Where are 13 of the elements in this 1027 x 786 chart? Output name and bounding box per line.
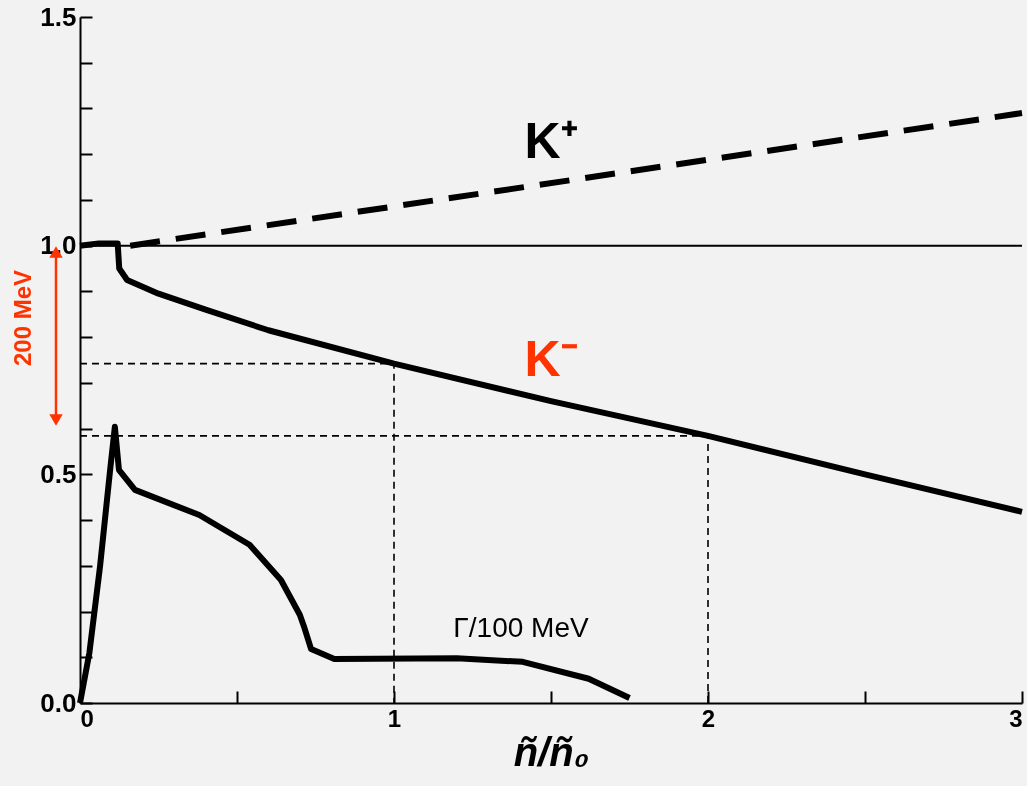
x-tick-label: 0 <box>80 704 94 732</box>
x-tick-label: 2 <box>701 704 716 732</box>
series-label: K⁻ <box>524 331 578 388</box>
y-tick-label: 1.5 <box>40 1 77 32</box>
x-tick-label: 3 <box>1009 704 1023 732</box>
y-tick-label: 0.5 <box>40 458 77 489</box>
y-tick-label: 0.0 <box>40 687 77 718</box>
x-axis-title: ñ/ñ₀ <box>513 729 590 774</box>
series-label: Γ/100 MeV <box>453 612 589 644</box>
x-tick-label: 1 <box>387 704 402 732</box>
text: 200 MeV <box>9 269 36 367</box>
series-label: K⁺ <box>524 113 578 170</box>
y-tick-label: 1.0 <box>40 230 77 261</box>
